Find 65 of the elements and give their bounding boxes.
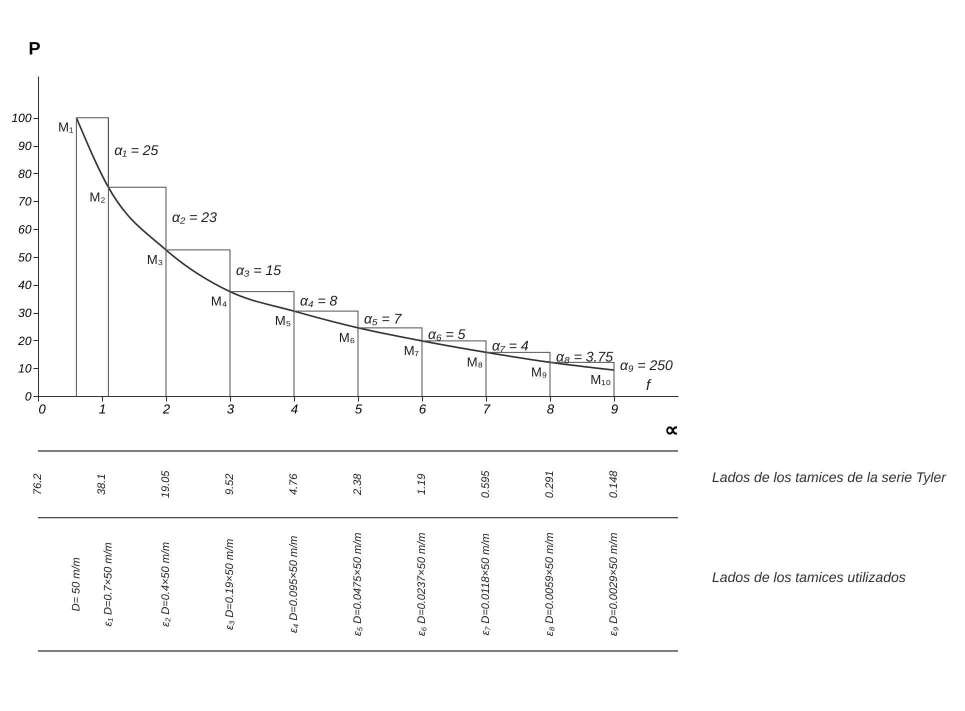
annotation: α₈ = 3.75 [556, 348, 614, 364]
text: ε₇ D=0.0118×50 m/m [480, 533, 492, 636]
y-tick-label: 20 [17, 334, 32, 348]
annotation: M₉ [531, 364, 547, 380]
text: ε₆ D=0.0237×50 m/m [416, 532, 428, 636]
annotation: f [646, 377, 652, 394]
annotation: M₃ [146, 252, 163, 267]
annotation: M₇ [404, 342, 420, 358]
y-tick-label: 40 [18, 278, 32, 292]
text: ε₂ D=0.4×50 m/m [160, 542, 172, 627]
text: 0.291 [544, 470, 556, 498]
annotation: M₆ [338, 330, 355, 345]
annotation: M₂ [90, 189, 106, 204]
x-tick-label: 9 [610, 402, 618, 416]
text: 9.52 [224, 474, 236, 496]
text: 1.19 [416, 474, 428, 496]
y-axis-title: P [28, 38, 41, 58]
annotation: M₁ [58, 120, 74, 135]
text: 4.76 [288, 472, 300, 496]
y-tick-label: 100 [11, 111, 32, 126]
text: ε₃ D=0.19×50 m/m [224, 538, 236, 630]
text: Lados de los tamices utilizados [712, 569, 907, 586]
text: 2.38 [352, 472, 364, 496]
x-tick-label: 8 [546, 402, 555, 416]
annotation: α₅ = 7 [364, 310, 403, 326]
x-tick-label: 6 [418, 402, 427, 416]
y-tick-label: 10 [18, 362, 32, 376]
text: Lados de los tamices de la serie Tyler [712, 469, 948, 486]
annotation: α₉ = 250 [620, 357, 674, 374]
text: ε₈ D=0.0059×50 m/m [544, 532, 556, 636]
x-tick-label: 5 [354, 402, 363, 416]
y-tick-label: 70 [18, 194, 32, 209]
annotation: M₈ [466, 354, 483, 370]
annotation: α₇ = 4 [492, 338, 529, 354]
y-tick-label: 60 [18, 222, 32, 237]
x-tick-label: 3 [226, 402, 235, 416]
annotation: M₁₀ [590, 372, 611, 388]
x-tick-label: 7 [482, 402, 491, 416]
annotation: α₁ = 25 [114, 142, 159, 158]
x-tick-label: 4 [290, 402, 298, 416]
text: ε₄ D=0.095×50 m/m [288, 536, 300, 633]
text: ε₅ D=0.0475×50 m/m [352, 532, 364, 636]
text: D= 50 m/m [70, 557, 82, 612]
text: ε₁ D=0.7×50 m/m [102, 542, 114, 626]
text: 19.05 [160, 470, 172, 498]
annotation: α₄ = 8 [300, 292, 338, 308]
x-tick-label: 0 [38, 402, 46, 416]
y-tick-label: 80 [18, 166, 32, 181]
annotation: α₆ = 5 [428, 326, 466, 342]
x-axis-title: ∝ [664, 420, 678, 442]
y-tick-label: 90 [18, 139, 32, 154]
text: ε₉ D=0.0029×50 m/m [608, 532, 620, 636]
annotation: α₃ = 15 [236, 262, 282, 278]
text: 0.595 [480, 470, 492, 498]
x-tick-label: 2 [162, 402, 171, 416]
y-tick-label: 0 [24, 390, 32, 404]
y-tick-label: 30 [18, 306, 32, 320]
text: 38.1 [96, 474, 108, 496]
x-tick-label: 1 [98, 402, 106, 416]
text: 0.148 [608, 470, 620, 498]
y-tick-label: 50 [18, 250, 32, 264]
annotation: α₂ = 23 [172, 208, 218, 225]
text: 76.2 [32, 474, 44, 496]
annotation: M₅ [274, 313, 291, 328]
annotation: M₄ [210, 294, 227, 309]
